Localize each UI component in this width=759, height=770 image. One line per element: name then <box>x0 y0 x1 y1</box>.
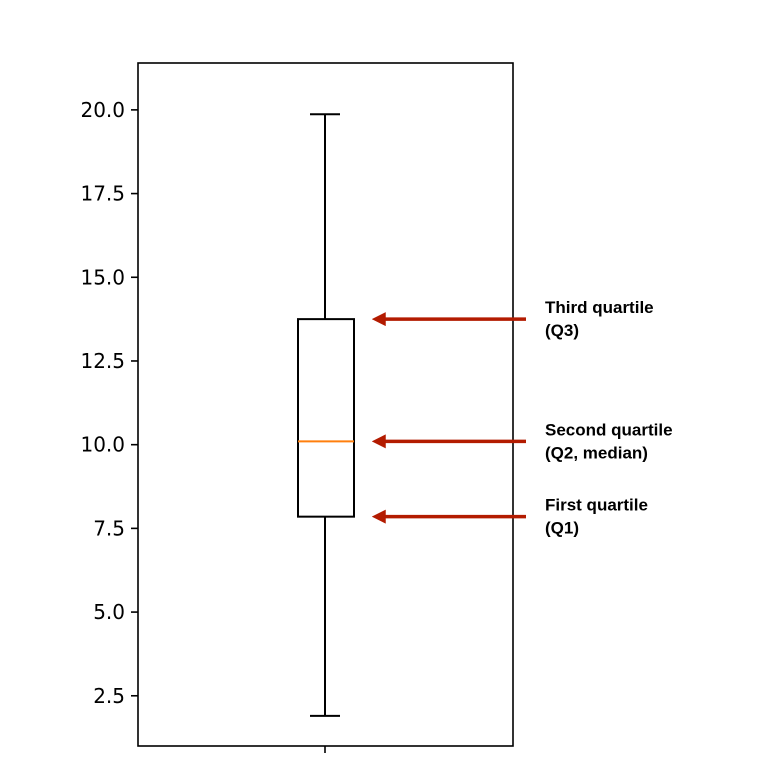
y-tick-label: 17.5 <box>80 182 125 206</box>
q1-annotation-line: (Q1) <box>545 519 579 538</box>
y-tick-label: 15.0 <box>80 265 125 289</box>
quartile-annotations: Third quartile (Q3) Second quartile (Q2, me… <box>371 298 673 538</box>
y-tick-label: 20.0 <box>80 98 125 122</box>
interquartile-box <box>297 318 355 518</box>
y-tick-label: 5.0 <box>93 600 125 624</box>
q3-annotation-line: Third quartile <box>545 298 654 317</box>
box-plot <box>297 113 355 717</box>
y-axis: 2.5 5.0 7.5 10.0 12.5 15.0 17.5 20.0 <box>80 98 138 708</box>
q1-annotation-line: First quartile <box>545 496 648 515</box>
y-tick-label: 12.5 <box>80 349 125 373</box>
y-tick-label: 10.0 <box>80 433 125 457</box>
median-annotation-line: (Q2, median) <box>545 443 648 462</box>
q3-annotation-line: (Q3) <box>545 321 579 340</box>
y-tick-label: 7.5 <box>93 516 125 540</box>
y-tick-label: 2.5 <box>93 684 125 708</box>
median-annotation-line: Second quartile <box>545 420 673 439</box>
